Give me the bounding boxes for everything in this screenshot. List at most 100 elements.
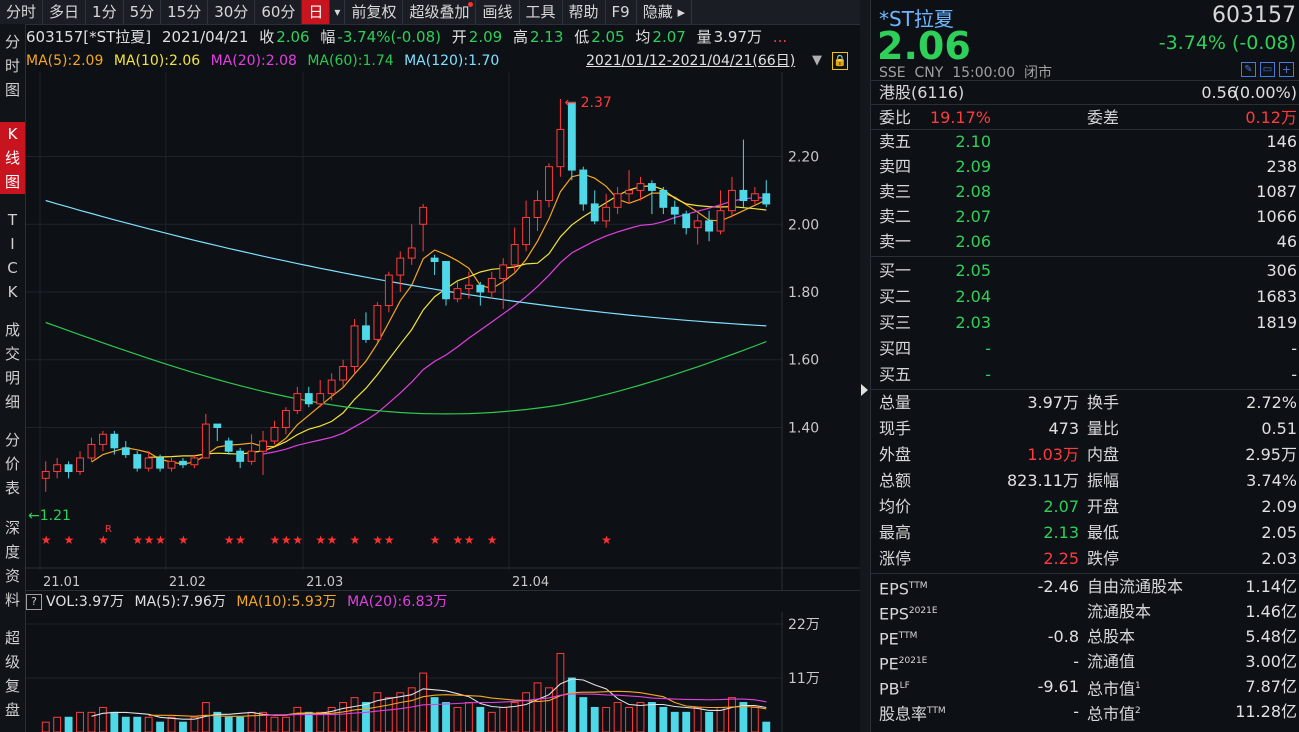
- nav-tab-0[interactable]: 分时图: [4, 33, 20, 99]
- stat-row[interactable]: 现手 473 量比 0.51: [879, 416, 1297, 441]
- bid-row[interactable]: 买三 2.03 1819: [879, 310, 1297, 335]
- candle: [213, 423, 222, 442]
- toolbar-item-2[interactable]: 1分: [86, 0, 124, 24]
- bid-row[interactable]: 买四 - -: [879, 336, 1297, 361]
- stat-row[interactable]: 均价 2.07 开盘 2.09: [879, 494, 1297, 519]
- volume-bar: [293, 706, 302, 732]
- stat-row[interactable]: 总量 3.97万 换手 2.72%: [879, 390, 1297, 415]
- kline-chart[interactable]: 2.20 2.00 1.80 1.60 1.40 21.01 21.02 21.03 21.04…: [26, 72, 860, 590]
- more-button[interactable]: ...: [772, 28, 788, 46]
- candle: [98, 430, 107, 452]
- toolbar-item-0[interactable]: 分时: [0, 0, 44, 24]
- x-tick-label: 21.01: [43, 575, 80, 590]
- fin-row[interactable]: EPSTTM -2.46 自由流通股本 1.14亿: [879, 574, 1297, 599]
- toolbar-item-11[interactable]: 画线: [476, 0, 520, 24]
- ask-row[interactable]: 卖五 2.10 146: [879, 129, 1297, 154]
- candle-body: [625, 189, 633, 195]
- toolbar-item-4[interactable]: 15分: [161, 0, 209, 24]
- toolbar-item-1[interactable]: 多日: [43, 0, 87, 24]
- toolbar-item-3[interactable]: 5分: [124, 0, 162, 24]
- row-value: 2.05: [955, 261, 991, 280]
- quote-date: 2021/04/21: [161, 28, 249, 46]
- candle: [750, 187, 759, 204]
- toolbar-item-12[interactable]: 工具: [520, 0, 563, 24]
- stat-row[interactable]: 涨停 2.25 跌停 2.03: [879, 546, 1297, 571]
- help-icon[interactable]: ?: [26, 594, 42, 610]
- volume-bar: [522, 692, 531, 732]
- stat-row[interactable]: 总额 823.11万 振幅 3.74%: [879, 468, 1297, 493]
- candle-body: [224, 440, 233, 452]
- toolbar-item-8[interactable]: ▾: [330, 0, 346, 24]
- candle: [705, 210, 714, 242]
- hk-row[interactable]: 港股(6116) 0.56 (0.00%): [879, 80, 1297, 105]
- signal-star: ★: [281, 533, 292, 547]
- fin-row[interactable]: PETTM -0.8 总股本 5.48亿: [879, 624, 1297, 649]
- candle-body: [339, 366, 348, 381]
- add-icon[interactable]: +: [1279, 62, 1294, 77]
- stat-label-2: 最低: [1087, 523, 1120, 542]
- edit-icon[interactable]: ✎: [1241, 62, 1256, 77]
- ma10-label: MA(10):2.06: [113, 53, 201, 69]
- x-tick-label: 21.04: [512, 575, 549, 590]
- signal-star: ★: [430, 533, 441, 547]
- candle: [739, 139, 748, 208]
- panel-splitter[interactable]: [860, 0, 870, 732]
- volume-value: 3.97万: [713, 28, 763, 46]
- stat-label: 股息率TTM: [879, 704, 946, 724]
- toolbar-item-7[interactable]: 日: [302, 0, 331, 24]
- weibi-row[interactable]: 委比 19.17% 0.12万 委差: [879, 105, 1297, 130]
- row-volume: -: [1291, 365, 1297, 384]
- toolbar-item-10[interactable]: 超级叠加: [403, 0, 477, 24]
- volume-bar: [545, 687, 553, 732]
- volume-bar: [705, 711, 714, 732]
- toolbar-item-9[interactable]: 前复权: [345, 0, 404, 24]
- lock-icon[interactable]: 🔒: [832, 52, 848, 70]
- bid-row[interactable]: 买二 2.04 1683: [879, 284, 1297, 309]
- candle: [179, 457, 187, 469]
- toolbar-item-14[interactable]: F9: [606, 0, 637, 24]
- collapse-arrow-icon[interactable]: [861, 384, 868, 396]
- candle: [64, 461, 73, 479]
- volume-chart[interactable]: 22万 11万: [26, 612, 860, 732]
- stat-label: 总额: [879, 471, 912, 490]
- stat-row[interactable]: 外盘 1.03万 内盘 2.95万: [879, 442, 1297, 467]
- candle: [201, 413, 210, 459]
- ask-row[interactable]: 卖一 2.06 46: [879, 229, 1297, 254]
- candle: [419, 203, 428, 252]
- toolbar-item-15[interactable]: 隐藏 ▸: [637, 0, 693, 24]
- candle: [533, 190, 542, 232]
- ask-row[interactable]: 卖四 2.09 238: [879, 154, 1297, 179]
- stat-value-2: 11.28亿: [1235, 702, 1297, 721]
- signal-star: ★: [292, 533, 303, 547]
- toolbar-item-6[interactable]: 60分: [255, 0, 303, 24]
- fin-row[interactable]: 股息率TTM - 总市值2 11.28亿: [879, 699, 1297, 724]
- range-dropdown-icon[interactable]: ▼: [812, 53, 822, 68]
- fin-row[interactable]: PE2021E - 流通值 3.00亿: [879, 649, 1297, 674]
- nav-tab-6[interactable]: 超级复盘: [4, 629, 20, 719]
- date-range-selector[interactable]: 2021/01/12-2021/04/21(66日): [586, 53, 796, 69]
- toolbar-item-5[interactable]: 30分: [208, 0, 256, 24]
- candle: [556, 98, 565, 177]
- stat-row[interactable]: 最高 2.13 最低 2.05: [879, 520, 1297, 545]
- toolbar-item-13[interactable]: 帮助: [563, 0, 606, 24]
- ask-row[interactable]: 卖三 2.08 1087: [879, 179, 1297, 204]
- candle: [476, 281, 485, 306]
- nav-tab-4[interactable]: 分价表: [4, 431, 20, 497]
- vol-ma5-label: MA(5):7.96万: [134, 594, 226, 610]
- window-icon[interactable]: ▭: [1260, 62, 1275, 77]
- candle: [167, 457, 176, 472]
- fin-row[interactable]: EPS2021E 流通股本 1.46亿: [879, 599, 1297, 624]
- row-label: 委比: [879, 108, 912, 127]
- row-value: 2.04: [955, 287, 991, 306]
- fin-row[interactable]: PBLF -9.61 总市值1 7.87亿: [879, 674, 1297, 699]
- nav-tab-3[interactable]: 成交明细: [4, 321, 20, 411]
- nav-tab-5[interactable]: 深度资料: [4, 519, 20, 609]
- ask-row[interactable]: 卖二 2.07 1066: [879, 204, 1297, 229]
- close-value: 2.06: [276, 28, 310, 46]
- bid-row[interactable]: 买一 2.05 306: [879, 258, 1297, 283]
- stat-label-2: 开盘: [1087, 497, 1120, 516]
- bid-row[interactable]: 买五 - -: [879, 362, 1297, 387]
